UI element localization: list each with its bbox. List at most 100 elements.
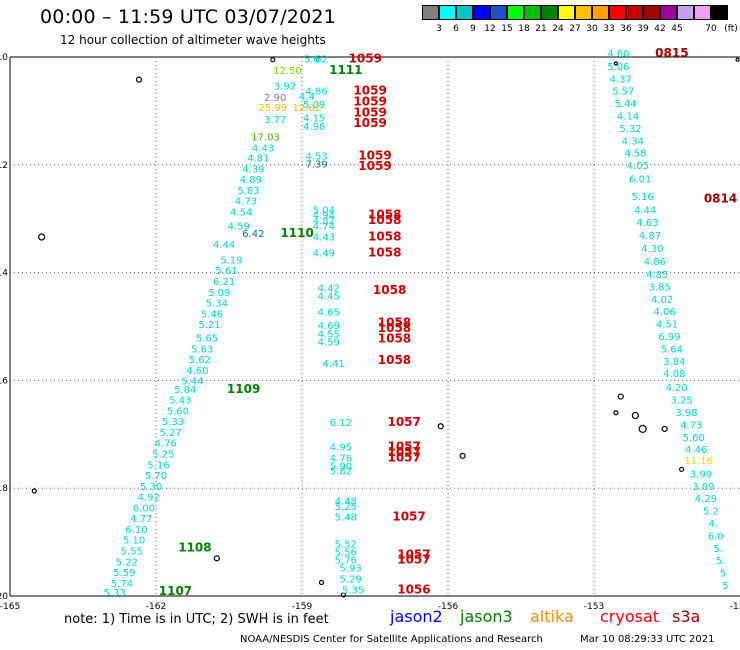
x-tick-label: -156: [438, 602, 459, 612]
wave-height-label: 4.94: [313, 211, 335, 222]
wave-height-label: 5.: [713, 544, 723, 555]
color-swatch: [694, 5, 711, 20]
wave-height-label: 5.83: [237, 186, 259, 197]
color-scale-label: 33: [603, 24, 615, 34]
wave-height-label: 17.03: [251, 133, 280, 144]
color-scale-label: 39: [637, 24, 649, 34]
wave-height-label: 5.35: [342, 585, 364, 596]
wave-height-label: 5.56: [335, 548, 357, 559]
wave-height-label: 4.39: [242, 164, 264, 175]
color-swatch: [609, 5, 626, 20]
pass-time-label: 1056: [397, 582, 430, 596]
wave-height-label: 5.63: [191, 344, 213, 355]
color-scale-label: 42: [654, 24, 666, 34]
page-subtitle: 12 hour collection of altimeter wave hei…: [60, 33, 326, 47]
satellite-altika: altika: [530, 607, 574, 626]
color-scale-label: 27: [569, 24, 581, 34]
wave-height-label: 5.60: [683, 433, 705, 444]
wave-height-label: 5.: [716, 556, 726, 567]
pass-time-label: 0814: [704, 192, 737, 206]
wave-height-label: 4.43: [252, 143, 274, 154]
wave-height-label: 5.57: [612, 87, 634, 98]
wave-height-label: 4.73: [680, 420, 702, 431]
island: [340, 592, 346, 598]
pass-time-label: 1058: [378, 332, 411, 346]
pass-time-label: 1058: [368, 245, 401, 259]
wave-height-label: 5.62: [189, 355, 211, 366]
wave-height-label: 5.34: [206, 299, 228, 310]
pass-time-label: 0815: [655, 46, 688, 60]
wave-height-label: 4.: [708, 519, 718, 530]
wave-height-label: 4.37: [610, 74, 632, 85]
color-scale-label: 70: [705, 24, 717, 34]
wave-height-label: 4.14: [617, 112, 639, 123]
series-cryosat: 624.864.45.0912.024.154.964.537.395.044.…: [293, 51, 431, 596]
wave-height-label: 3.98: [675, 408, 697, 419]
map-frame: [9, 56, 740, 597]
color-scale-label: 30: [586, 24, 598, 34]
pass-time-label: 1110: [280, 226, 313, 240]
wave-height-label: 5.64: [661, 344, 683, 355]
satellite-cryosat: cryosat: [600, 607, 660, 626]
pass-time-label: 1111: [329, 63, 362, 77]
color-swatch: [439, 5, 456, 20]
wave-height-label: 5: [720, 569, 726, 580]
wave-height-label: 4.81: [247, 154, 269, 165]
wave-height-label: 5.10: [123, 536, 145, 547]
wave-height-label: 4.55: [318, 329, 340, 340]
wave-height-label: 5.93: [340, 564, 362, 575]
wave-height-label: 4.4: [299, 92, 315, 103]
wave-height-label: 3.84: [663, 357, 685, 368]
y-tick-label: -18: [0, 484, 8, 494]
islands: [31, 57, 740, 598]
wave-height-label: 5.21: [198, 320, 220, 331]
wave-height-label: 5.44: [615, 99, 637, 110]
island: [613, 410, 619, 416]
island: [213, 555, 220, 562]
wave-height-label: 4.02: [651, 295, 673, 306]
pass-time-label: 1059: [358, 148, 391, 162]
wave-height-label: 6.0: [708, 531, 724, 542]
wave-height-label: 5.22: [116, 557, 138, 568]
pass-time-label: 1058: [368, 229, 401, 243]
color-scale-label: 3: [436, 24, 442, 34]
pass-time-label: 1057: [397, 553, 430, 567]
wave-height-label: 5.6: [304, 54, 320, 65]
wave-height-label: 6.21: [213, 277, 235, 288]
pass-time-label: 1057: [397, 547, 430, 561]
wave-height-label: 4.42: [318, 283, 340, 294]
wave-height-label: 4.59: [318, 337, 340, 348]
wave-height-label: 3.92: [274, 81, 296, 92]
color-scale-label: 45: [671, 24, 683, 34]
pass-time-label: 1058: [368, 213, 401, 227]
wave-height-label: 4.82: [313, 216, 335, 227]
wave-height-label: 5.06: [607, 62, 629, 73]
wave-height-label: 4.49: [313, 248, 335, 259]
wave-height-label: 4.29: [695, 494, 717, 505]
pass-time-label: 1059: [358, 159, 391, 173]
wave-height-label: 4.05: [627, 161, 649, 172]
wave-height-label: 4.20: [666, 383, 688, 394]
wave-height-label: 3.89: [692, 482, 714, 493]
island: [617, 393, 624, 400]
wave-height-label: 4.60: [607, 49, 629, 60]
satellite-jason2: jason2: [390, 607, 443, 626]
wave-height-label: 4.54: [230, 207, 252, 218]
color-swatch: [575, 5, 592, 20]
wave-height-label: 5.65: [196, 334, 218, 345]
wave-height-label: 62: [315, 54, 328, 65]
wave-height-label: 5.59: [113, 568, 135, 579]
wave-height-label: 6.99: [658, 332, 680, 343]
island: [437, 423, 444, 430]
color-swatch: [422, 5, 439, 20]
island: [735, 57, 740, 62]
wave-height-label: 5.19: [220, 255, 242, 266]
wave-height-label: 5.70: [145, 471, 167, 482]
pass-time-label: 1057: [387, 450, 420, 464]
wave-height-label: 4.44: [634, 205, 656, 216]
wave-height-label: 3.99: [690, 469, 712, 480]
wave-height-label: 11.16: [684, 456, 713, 467]
wave-height-label: 4.86: [644, 257, 666, 268]
generated-timestamp: Mar 10 08:29:33 UTC 2021: [580, 634, 715, 645]
